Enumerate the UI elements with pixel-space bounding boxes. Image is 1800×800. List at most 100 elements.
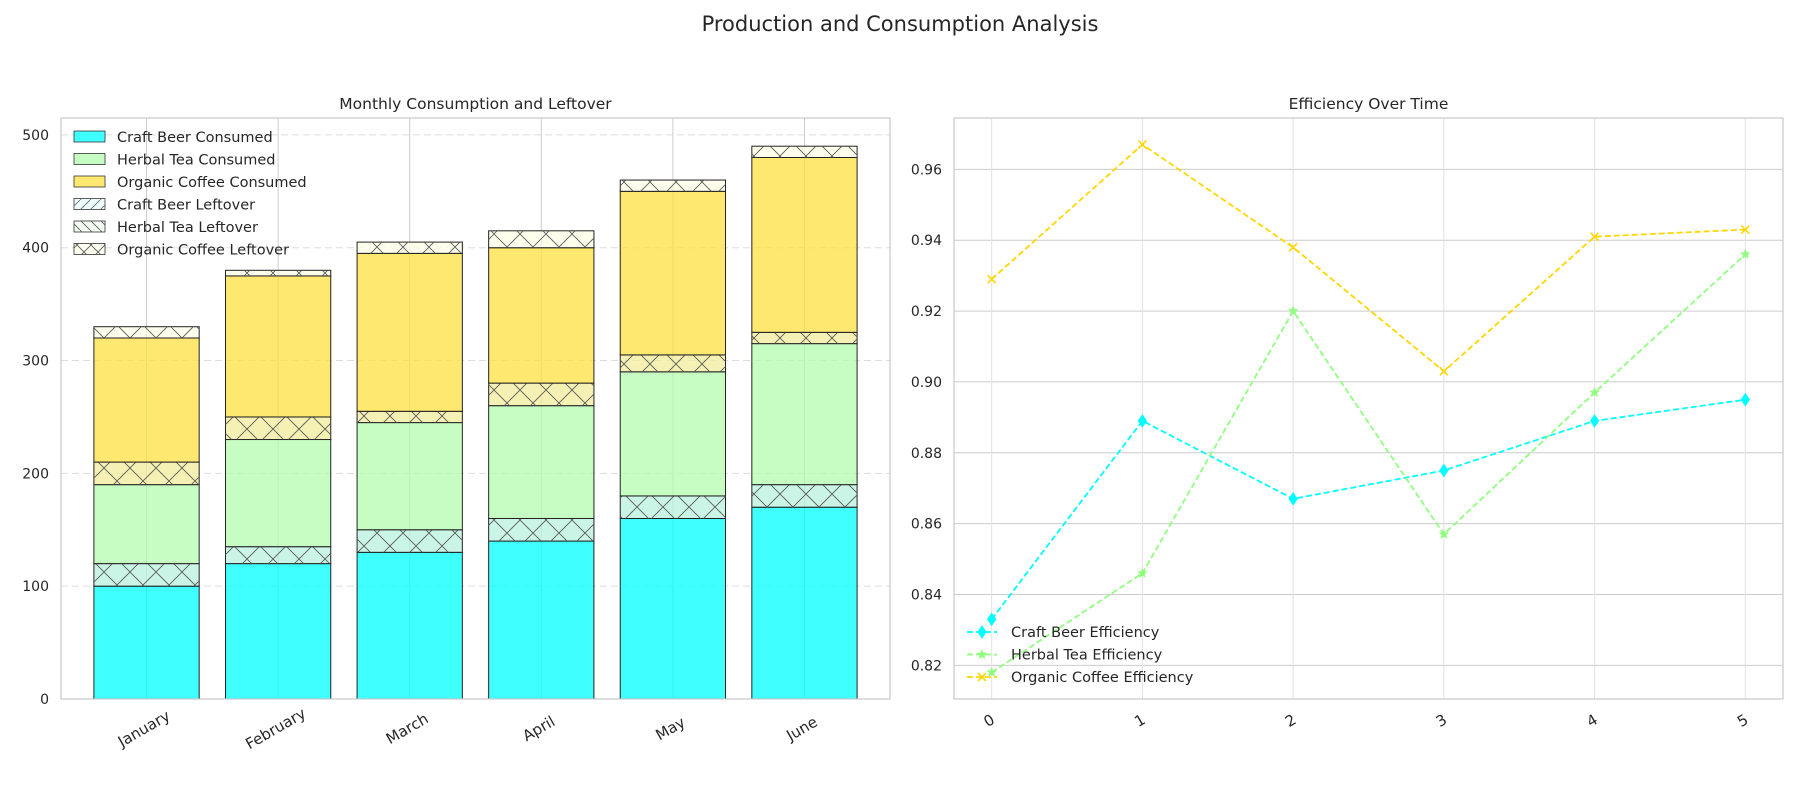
bar-hatch — [620, 354, 726, 372]
y-tick-label: 500 — [22, 128, 49, 144]
bar-herbal-tea-consumed-june — [751, 343, 858, 486]
point-craft-beer-efficiency — [987, 612, 997, 627]
x-tick-label: January — [114, 707, 173, 752]
bar-hatch — [751, 146, 858, 158]
bar-hatch — [225, 270, 331, 276]
legend-marker-organic-coffee-efficiency — [977, 672, 987, 682]
bar-craft-beer-consumed-january — [93, 585, 200, 700]
y-tick-label: 0.82 — [911, 658, 942, 674]
legend-label-organic-coffee-consumed: Organic Coffee Consumed — [117, 175, 307, 191]
x-tick-label: May — [652, 713, 688, 744]
bar-hatch — [620, 495, 726, 519]
bar-craft-beer-consumed-april — [488, 540, 595, 700]
bar-hatch — [357, 242, 463, 254]
point-herbal-tea-efficiency — [1589, 386, 1600, 398]
point-herbal-tea-efficiency — [986, 666, 998, 678]
legend-label-craft-beer-consumed: Craft Beer Consumed — [117, 130, 273, 146]
y-tick-label: 0.92 — [911, 304, 942, 320]
x-tick-label: 0 — [981, 710, 998, 730]
point-organic-coffee-efficiency — [1590, 232, 1600, 242]
y-tick-label: 0.88 — [911, 446, 942, 462]
y-tick-label: 0.86 — [911, 517, 942, 533]
point-craft-beer-efficiency — [1137, 413, 1148, 428]
y-tick-label: 0 — [40, 692, 49, 708]
bar-herbal-tea-consumed-april — [488, 405, 595, 519]
bar-herbal-tea-consumed-march — [356, 422, 463, 531]
y-tick-label: 400 — [22, 241, 49, 257]
point-organic-coffee-efficiency — [1740, 225, 1750, 235]
point-herbal-tea-efficiency — [1137, 567, 1148, 578]
figure-suptitle: Production and Consumption Analysis — [702, 12, 1099, 36]
x-tick-label: 1 — [1131, 710, 1148, 730]
bar-craft-beer-consumed-june — [751, 506, 858, 700]
x-tick-label: 3 — [1433, 710, 1450, 730]
bar-craft-beer-consumed-february — [224, 563, 332, 700]
legend-label-organic-coffee-leftover: Organic Coffee Leftover — [117, 243, 289, 259]
point-organic-coffee-efficiency — [1137, 140, 1147, 150]
point-organic-coffee-efficiency — [1439, 366, 1449, 376]
x-tick-label: February — [242, 704, 309, 753]
point-craft-beer-efficiency — [1740, 392, 1750, 407]
line-chart-efficiency: Efficiency Over Time 0.82 0.84 0.86 0.88 0.90… — [911, 95, 1784, 731]
bar-hatch — [751, 332, 858, 344]
bar-organic-coffee-consumed-march — [356, 252, 463, 412]
point-herbal-tea-efficiency — [1438, 528, 1450, 539]
bar-herbal-tea-consumed-february — [224, 439, 332, 548]
legend-label-herbal-tea-consumed: Herbal Tea Consumed — [117, 153, 276, 169]
bar-herbal-tea-consumed-january — [93, 484, 200, 565]
legend-swatch-craft-beer-consumed — [73, 130, 106, 143]
line-herbal-tea-efficiency — [991, 253, 1746, 674]
y-tick-label: 0.84 — [911, 587, 942, 603]
bar-hatch — [93, 563, 200, 587]
bar-hatch — [93, 462, 200, 485]
x-tick-label: April — [519, 712, 558, 745]
bar-organic-coffee-consumed-january — [93, 337, 200, 463]
bar-hatch — [488, 383, 594, 406]
legend-label-craft-beer-leftover: Craft Beer Leftover — [117, 198, 255, 214]
legend-swatch-hatch — [74, 198, 105, 210]
line-chart-frame — [953, 117, 1784, 700]
line-craft-beer-efficiency — [990, 398, 1746, 620]
point-craft-beer-efficiency — [1439, 463, 1449, 478]
y-tick-label: 0.90 — [911, 375, 942, 391]
y-tick-label: 0.96 — [911, 162, 942, 178]
bar-craft-beer-consumed-may — [619, 517, 727, 700]
point-organic-coffee-efficiency — [1288, 242, 1298, 252]
point-herbal-tea-efficiency — [1739, 248, 1751, 259]
line-organic-coffee-efficiency — [991, 143, 1746, 373]
point-craft-beer-efficiency — [1288, 491, 1298, 506]
bar-chart-frame — [60, 117, 891, 700]
legend-swatch-hatch — [74, 243, 105, 255]
bar-organic-coffee-consumed-june — [751, 156, 858, 333]
legend-label-herbal-tea-leftover: Herbal Tea Leftover — [117, 220, 258, 236]
bar-hatch — [488, 518, 594, 542]
bar-organic-coffee-consumed-february — [224, 275, 332, 418]
line-chart-title: Efficiency Over Time — [1289, 95, 1449, 113]
legend-label-craft-beer-efficiency: Craft Beer Efficiency — [1011, 625, 1160, 641]
y-tick-label: 200 — [22, 466, 49, 482]
legend-marker-craft-beer-efficiency — [977, 625, 987, 639]
bar-herbal-tea-consumed-may — [619, 371, 727, 497]
x-tick-label: March — [383, 709, 432, 747]
x-tick-label: 4 — [1583, 710, 1600, 730]
legend-marker-herbal-tea-efficiency — [976, 648, 988, 660]
bar-chart-title: Monthly Consumption and Leftover — [339, 95, 612, 113]
bar-organic-coffee-consumed-may — [619, 190, 727, 356]
x-tick-label: 5 — [1734, 710, 1751, 730]
legend-label-organic-coffee-efficiency: Organic Coffee Efficiency — [1011, 670, 1194, 686]
bar-hatch — [357, 411, 463, 423]
bar-chart-monthly-consumption: Monthly Consumption and Leftover 0 100 200 3… — [22, 95, 891, 753]
bar-hatch — [93, 326, 200, 338]
point-craft-beer-efficiency — [1589, 413, 1600, 428]
x-tick-label: June — [782, 713, 820, 745]
bar-hatch — [751, 484, 858, 508]
legend-swatch-hatch — [74, 221, 105, 232]
bar-hatch — [488, 230, 594, 248]
bar-hatch — [225, 546, 331, 564]
legend-swatch-organic-coffee-consumed — [73, 175, 106, 188]
y-tick-label: 100 — [22, 579, 49, 595]
x-tick-label: 2 — [1282, 710, 1299, 730]
bar-hatch — [620, 180, 726, 192]
bar-craft-beer-consumed-march — [356, 551, 463, 700]
